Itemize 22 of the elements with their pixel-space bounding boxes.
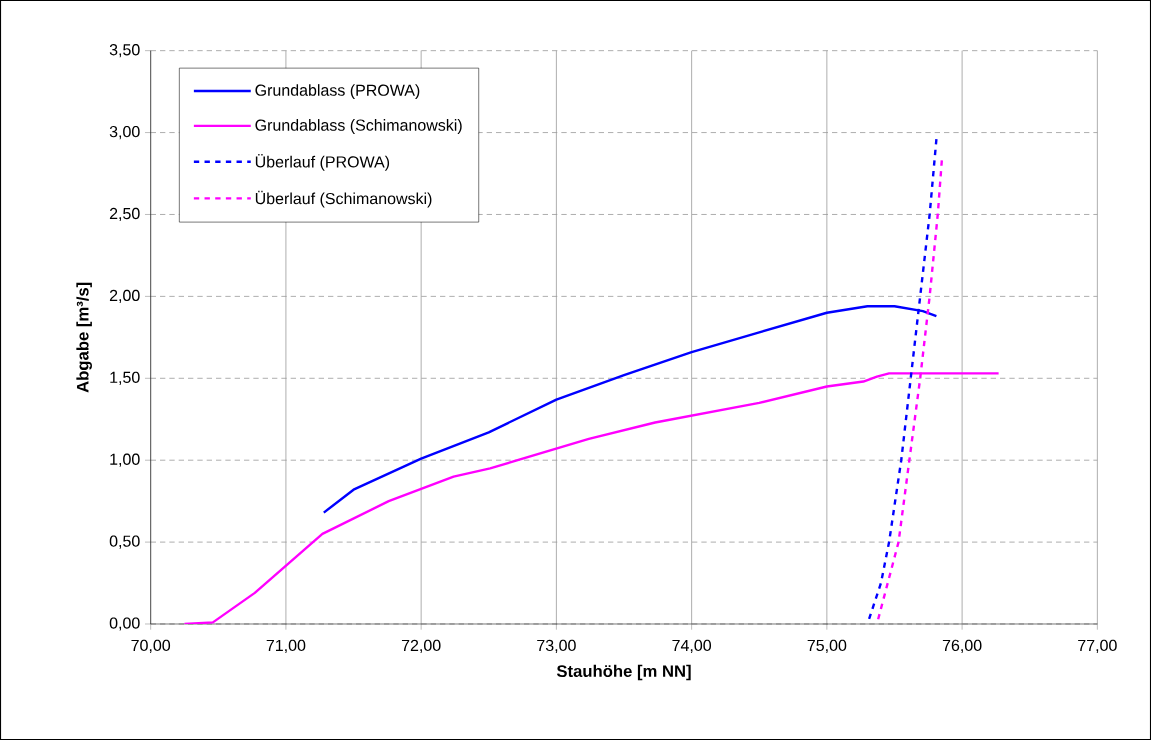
x-tick-label: 76,00 bbox=[942, 639, 982, 653]
x-tick-label: 70,00 bbox=[131, 639, 171, 653]
y-tick-label: 3,50 bbox=[109, 44, 140, 58]
legend-label: Grundablass (Schimanowski) bbox=[255, 119, 462, 134]
x-axis-title: Stauhöhe [m NN] bbox=[556, 664, 691, 681]
x-tick-label: 74,00 bbox=[672, 639, 712, 653]
legend-label: Grundablass (PROWA) bbox=[255, 84, 420, 100]
y-tick-label: 2,00 bbox=[109, 289, 140, 303]
y-tick-label: 3,00 bbox=[109, 125, 140, 140]
y-axis-title: Abgabe [m³/s] bbox=[76, 282, 92, 393]
x-tick-label: 72,00 bbox=[401, 639, 441, 653]
x-tick-label: 73,00 bbox=[537, 639, 576, 653]
y-tick-label: 1,50 bbox=[110, 371, 140, 385]
x-tick-label: 71,00 bbox=[266, 639, 306, 653]
y-tick-label: 1,00 bbox=[110, 453, 140, 467]
x-tick-label: 75,00 bbox=[807, 639, 847, 653]
y-tick-label: 0,50 bbox=[109, 535, 140, 549]
legend-label: Überlauf (Schimanowski) bbox=[255, 190, 432, 208]
y-tick-label: 0,00 bbox=[109, 617, 140, 631]
y-tick-label: 2,50 bbox=[109, 207, 140, 222]
legend-label: Überlauf (PROWA) bbox=[255, 154, 390, 171]
x-tick-label: 77,00 bbox=[1078, 639, 1117, 653]
